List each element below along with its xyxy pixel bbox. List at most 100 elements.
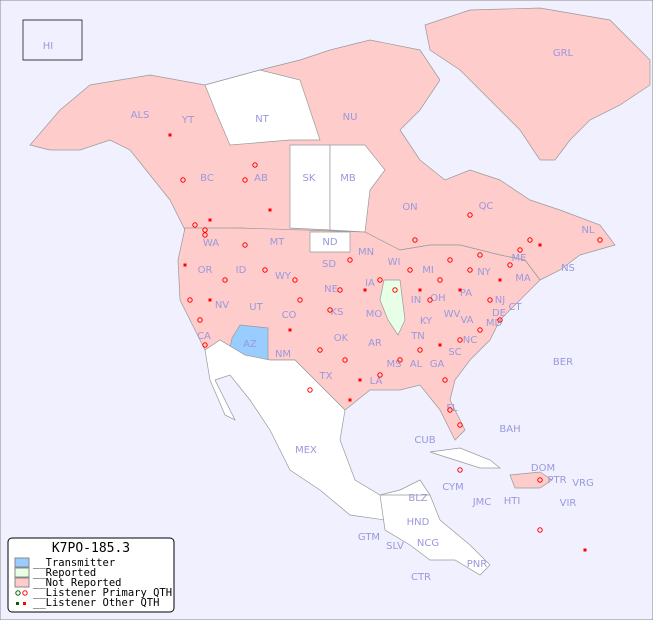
- region-label-tn: TN: [410, 331, 425, 342]
- region-label-az: AZ: [243, 339, 257, 350]
- listener-primary-marker: [517, 247, 523, 253]
- region-label-or: OR: [198, 265, 213, 276]
- listener-primary-marker: [497, 317, 503, 323]
- region-label-mex: MEX: [295, 445, 317, 456]
- region-label-nm: NM: [275, 349, 291, 360]
- listener-primary-marker: [417, 347, 423, 353]
- legend-label-other: __Listener Other QTH: [33, 597, 159, 609]
- listener-other-marker: [208, 298, 212, 302]
- listener-other-marker: [583, 548, 587, 552]
- hispaniola: [509, 471, 553, 489]
- region-label-wa: WA: [203, 238, 219, 249]
- listener-primary-marker: [427, 297, 433, 303]
- region-label-nd: ND: [322, 237, 337, 248]
- listener-primary-marker: [377, 372, 383, 378]
- legend-other-square-icon: [23, 602, 26, 605]
- region-sk: [289, 144, 331, 231]
- region-label-nl: NL: [581, 225, 594, 236]
- region-label-cym: CYM: [442, 482, 464, 493]
- region-label-ptr: PTR: [547, 475, 566, 486]
- legend-swatch-reported: [14, 567, 30, 578]
- region-label-ne: NE: [324, 284, 338, 295]
- region-label-va: VA: [460, 315, 473, 326]
- region-label-vrg: VRG: [572, 478, 594, 489]
- legend-label-primary: __Listener Primary QTH: [33, 587, 172, 599]
- region-label-dom: DOM: [531, 463, 555, 474]
- region-label-sk: SK: [303, 173, 316, 184]
- listener-primary-marker: [457, 422, 463, 428]
- region-label-nj: NJ: [495, 295, 505, 306]
- region-label-slv: SLV: [386, 541, 404, 552]
- region-label-me: ME: [512, 253, 527, 264]
- listener-primary-marker: [487, 297, 493, 303]
- listener-primary-marker: [467, 267, 473, 273]
- listener-other-marker: [438, 343, 442, 347]
- listener-other-marker: [358, 378, 362, 382]
- region-label-grl: GRL: [553, 48, 574, 59]
- listener-primary-marker: [252, 162, 258, 168]
- listener-primary-marker: [347, 257, 353, 263]
- listener-primary-marker: [327, 307, 333, 313]
- region-label-yt: YT: [181, 115, 195, 126]
- listener-primary-marker: [297, 297, 303, 303]
- listener-primary-marker: [437, 277, 443, 283]
- legend-title: K7PO-185.3: [52, 541, 130, 556]
- listener-primary-marker: [457, 467, 463, 473]
- region-nd: [309, 231, 351, 253]
- region-label-hnd: HND: [407, 517, 430, 528]
- region-label-sd: SD: [322, 259, 336, 270]
- listener-primary-marker: [477, 327, 483, 333]
- listener-primary-marker: [447, 407, 453, 413]
- legend-label-transmitter: __Transmitter: [33, 557, 115, 569]
- region-label-ks: KS: [331, 307, 344, 318]
- region-label-al: AL: [410, 359, 423, 370]
- region-label-pnr: PNR: [467, 559, 488, 570]
- listener-primary-marker: [187, 297, 193, 303]
- region-label-bc: BC: [200, 173, 214, 184]
- listener-other-marker: [458, 288, 462, 292]
- listener-primary-marker: [477, 252, 483, 258]
- region-label-ncg: NCG: [417, 538, 439, 549]
- region-label-cub: CUB: [414, 435, 435, 446]
- region-label-jmc: JMC: [472, 497, 492, 508]
- region-label-mo: MO: [366, 309, 383, 320]
- legend-label-not-reported: __Not Reported: [33, 577, 122, 589]
- region-label-ga: GA: [430, 359, 445, 370]
- region-label-vir: VIR: [560, 498, 577, 509]
- region-label-ky: KY: [420, 316, 433, 327]
- region-label-ok: OK: [334, 333, 349, 344]
- listener-primary-marker: [242, 177, 248, 183]
- region-mb: [329, 144, 386, 233]
- listener-primary-marker: [447, 257, 453, 263]
- listener-primary-marker: [397, 357, 403, 363]
- region-label-wy: WY: [275, 271, 292, 282]
- region-label-blz: BLZ: [408, 493, 427, 504]
- listener-primary-marker: [292, 277, 298, 283]
- region-label-tx: TX: [319, 371, 333, 382]
- legend: K7PO-185.3 __Transmitter __Reported __No…: [7, 537, 175, 613]
- region-label-wv: WV: [444, 309, 461, 320]
- listener-other-marker: [363, 288, 367, 292]
- region-label-ns: NS: [561, 263, 575, 274]
- listener-primary-marker: [202, 342, 208, 348]
- region-label-ab: AB: [254, 173, 268, 184]
- region-label-gtm: GTM: [358, 532, 380, 543]
- listener-other-marker: [168, 133, 172, 137]
- listener-primary-marker: [342, 357, 348, 363]
- region-label-ct: CT: [508, 302, 522, 313]
- region-nt: [204, 69, 321, 146]
- hawaii-inset: [22, 19, 83, 61]
- region-label-on: ON: [402, 202, 417, 213]
- region-label-in: IN: [411, 295, 421, 306]
- listener-other-marker: [288, 328, 292, 332]
- region-label-ut: UT: [249, 302, 263, 313]
- listener-other-marker: [418, 288, 422, 292]
- region-label-mb: MB: [340, 173, 356, 184]
- listener-other-marker: [538, 243, 542, 247]
- listener-other-marker: [348, 398, 352, 402]
- central-america: [379, 494, 491, 576]
- listener-primary-marker: [317, 347, 323, 353]
- region-label-ms: MS: [387, 359, 402, 370]
- listener-other-marker: [268, 208, 272, 212]
